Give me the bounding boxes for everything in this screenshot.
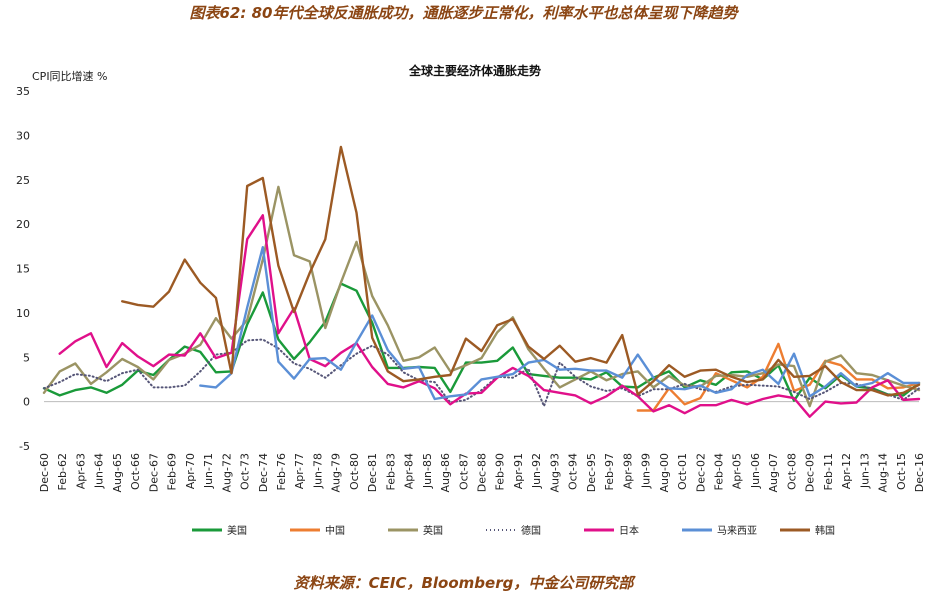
x-tick-label: Feb-76	[275, 453, 288, 490]
series-line-4	[58, 214, 921, 418]
y-tick-label: 25	[16, 174, 30, 187]
x-tick-label: Aug-00	[658, 453, 671, 492]
x-tick-label: Aug-14	[877, 453, 890, 492]
x-tick-label: Feb-11	[822, 453, 835, 490]
series-line-3	[43, 338, 920, 408]
y-tick-label: 30	[16, 129, 30, 142]
figure-title: 图表62: 80年代全球反通胀成功，通胀逐步正常化，利率水平也总体呈现下降趋势	[189, 4, 738, 22]
legend-label: 英国	[423, 524, 443, 537]
y-tick-label: 15	[16, 263, 30, 276]
x-tick-label: Aug-79	[330, 453, 343, 492]
x-tick-label: Jun-06	[749, 453, 762, 489]
x-tick-label: Oct-73	[239, 453, 252, 490]
x-tick-label: Oct-01	[676, 453, 689, 490]
x-tick-label: Jun-78	[311, 453, 324, 489]
y-tick-label: 5	[23, 351, 30, 364]
x-tick-label: Jun-85	[421, 453, 434, 489]
x-tick-label: Oct-94	[567, 453, 580, 490]
x-tick-label: Aug-72	[220, 453, 233, 492]
x-tick-label: Aug-86	[439, 453, 452, 492]
x-tick-label: Jun-92	[530, 453, 543, 489]
x-tick-label: Dec-88	[476, 453, 489, 492]
x-tick-label: Jun-64	[93, 453, 106, 489]
legend-label: 日本	[619, 524, 639, 537]
legend-label: 德国	[521, 524, 541, 537]
x-tick-label: Apr-91	[512, 453, 525, 489]
y-tick-label: 20	[16, 218, 30, 231]
x-tick-label: Oct-08	[785, 453, 798, 490]
y-tick-labels: -5 0 5 10 15 20 25 30 35	[16, 85, 919, 453]
x-tick-label: Dec-95	[585, 453, 598, 492]
x-tick-label: Feb-62	[56, 453, 69, 490]
chart-title: 全球主要经济体通胀走势	[408, 63, 541, 78]
x-tick-label: Dec-81	[366, 453, 379, 492]
x-tick-label: Apr-98	[621, 453, 634, 489]
x-tick-label: Apr-70	[184, 453, 197, 489]
x-tick-label: Jun-99	[640, 453, 653, 489]
series-line-0	[42, 282, 921, 402]
x-tick-label: Feb-69	[166, 453, 179, 490]
x-tick-label: Dec-60	[38, 453, 51, 492]
x-tick-label: Aug-07	[767, 453, 780, 492]
x-tick-label: Aug-65	[111, 453, 124, 492]
x-tick-label: Jun-13	[858, 453, 871, 489]
legend-label: 中国	[325, 524, 345, 537]
y-axis-label: CPI同比增速 %	[32, 69, 108, 83]
x-tick-label: Oct-80	[348, 453, 361, 490]
series-line-6	[120, 145, 921, 397]
x-tick-label: Apr-77	[293, 453, 306, 489]
x-tick-label: Dec-02	[694, 453, 707, 492]
series-line-1	[636, 342, 921, 412]
legend-label: 美国	[227, 524, 247, 537]
y-tick-label: 35	[16, 85, 30, 98]
x-tick-label: Apr-63	[74, 453, 87, 489]
x-tick-label: Apr-84	[403, 453, 416, 489]
series-line-5	[199, 245, 921, 401]
x-tick-label: Oct-15	[895, 453, 908, 490]
x-tick-labels: Dec-60 Feb-62 Apr-63 Jun-64 Aug-65 Oct-66 Dec-…	[38, 453, 926, 492]
y-tick-label: 0	[23, 396, 30, 409]
x-tick-label: Jun-71	[202, 453, 215, 489]
series-lines	[42, 145, 921, 418]
x-tick-label: Oct-66	[129, 453, 142, 490]
x-tick-label: Dec-09	[804, 453, 817, 492]
x-tick-label: Feb-97	[603, 453, 616, 490]
legend-label: 马来西亚	[717, 525, 757, 537]
x-tick-label: Dec-74	[257, 453, 270, 492]
x-tick-label: Dec-16	[913, 453, 926, 492]
legend: 美国 中国 英国 德国 日本 马来西亚 韩国	[192, 524, 835, 537]
x-tick-label: Apr-05	[731, 453, 744, 489]
y-tick-label: 10	[16, 307, 30, 320]
x-tick-label: Feb-83	[384, 453, 397, 490]
x-tick-label: Apr-12	[840, 453, 853, 489]
x-tick-label: Oct-87	[457, 453, 470, 490]
legend-label: 韩国	[815, 524, 835, 537]
x-tick-label: Dec-67	[147, 453, 160, 492]
x-tick-label: Feb-90	[494, 453, 507, 490]
y-tick-label: -5	[19, 440, 30, 453]
x-tick-label: Feb-04	[712, 453, 725, 490]
source-note: 资料来源：CEIC，Bloomberg，中金公司研究部	[293, 574, 634, 592]
x-tick-label: Aug-93	[548, 453, 561, 492]
